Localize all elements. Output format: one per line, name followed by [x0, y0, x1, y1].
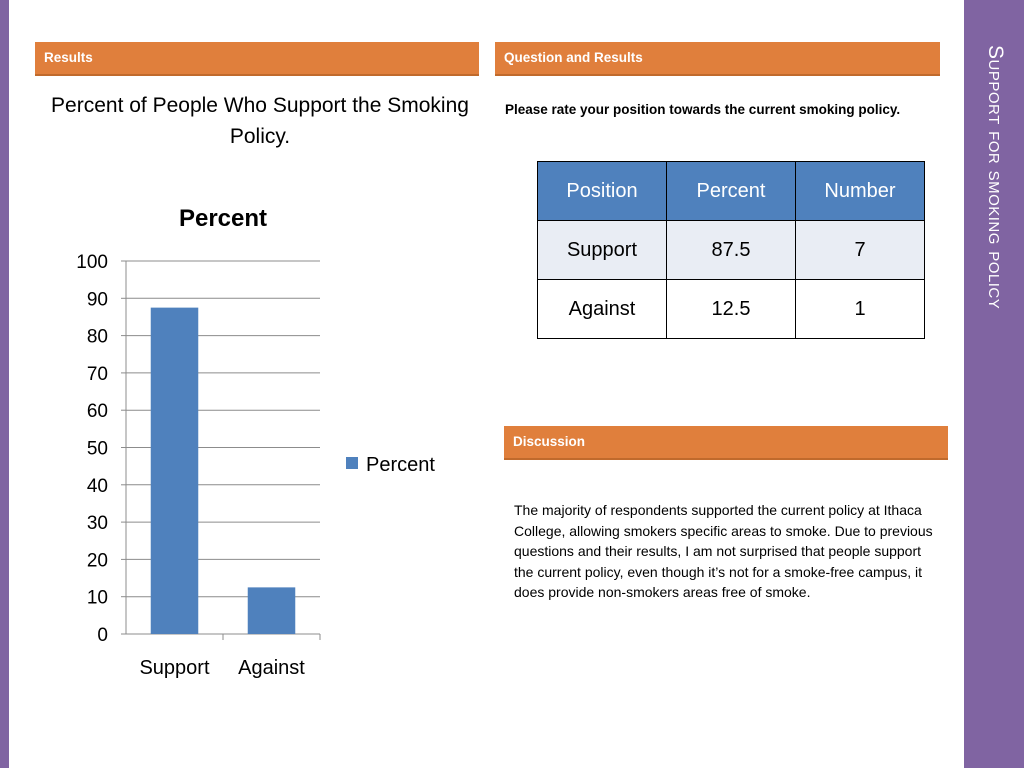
column-header: Percent: [666, 161, 796, 221]
table-row: Against 12.5 1: [537, 279, 925, 339]
chart-title: Percent: [179, 205, 267, 232]
slide-title: Support for smoking policy: [984, 45, 1007, 310]
chart-heading: Percent of People Who Support the Smokin…: [51, 94, 469, 148]
discussion-header: Discussion: [504, 426, 948, 460]
survey-question: Please rate your position towards the cu…: [505, 102, 901, 117]
discussion-text: The majority of respondents supported th…: [514, 502, 933, 601]
bar-chart: Percent 0 10 20 30 40 50 60 70 80 90 100 Support Agai…: [76, 205, 435, 679]
bar-against: [247, 587, 296, 634]
right-accent-bar: [964, 0, 1024, 768]
table-cell: 7: [795, 220, 925, 280]
question-results-header: Question and Results: [495, 42, 940, 76]
table-cell: Against: [537, 279, 667, 339]
table-cell: 1: [795, 279, 925, 339]
y-tick-label: 20: [87, 550, 108, 571]
legend-swatch: [346, 457, 358, 469]
table-row: Support 87.5 7: [537, 220, 925, 280]
x-tick-label: Support: [139, 657, 209, 679]
column-header: Number: [795, 161, 925, 221]
y-tick-label: 10: [87, 588, 108, 609]
bar-support: [150, 307, 199, 634]
results-header: Results: [35, 42, 479, 76]
y-tick-label: 0: [97, 625, 108, 646]
y-tick-label: 70: [87, 364, 108, 385]
left-accent-bar: [0, 0, 9, 768]
y-tick-label: 30: [87, 513, 108, 534]
x-tick-label: Against: [238, 657, 305, 679]
table-cell: Support: [537, 220, 667, 280]
column-header: Position: [537, 161, 667, 221]
y-tick-label: 90: [87, 289, 108, 310]
table-cell: 12.5: [666, 279, 796, 339]
legend-label: Percent: [366, 454, 435, 476]
table-cell: 87.5: [666, 220, 796, 280]
y-tick-label: 100: [76, 252, 108, 273]
y-tick-label: 80: [87, 327, 108, 348]
y-tick-label: 40: [87, 476, 108, 497]
results-table: Position Percent Number Support 87.5 7 A…: [537, 161, 925, 339]
table-header-row: Position Percent Number: [537, 161, 925, 221]
y-tick-label: 60: [87, 401, 108, 422]
y-tick-label: 50: [87, 439, 108, 460]
